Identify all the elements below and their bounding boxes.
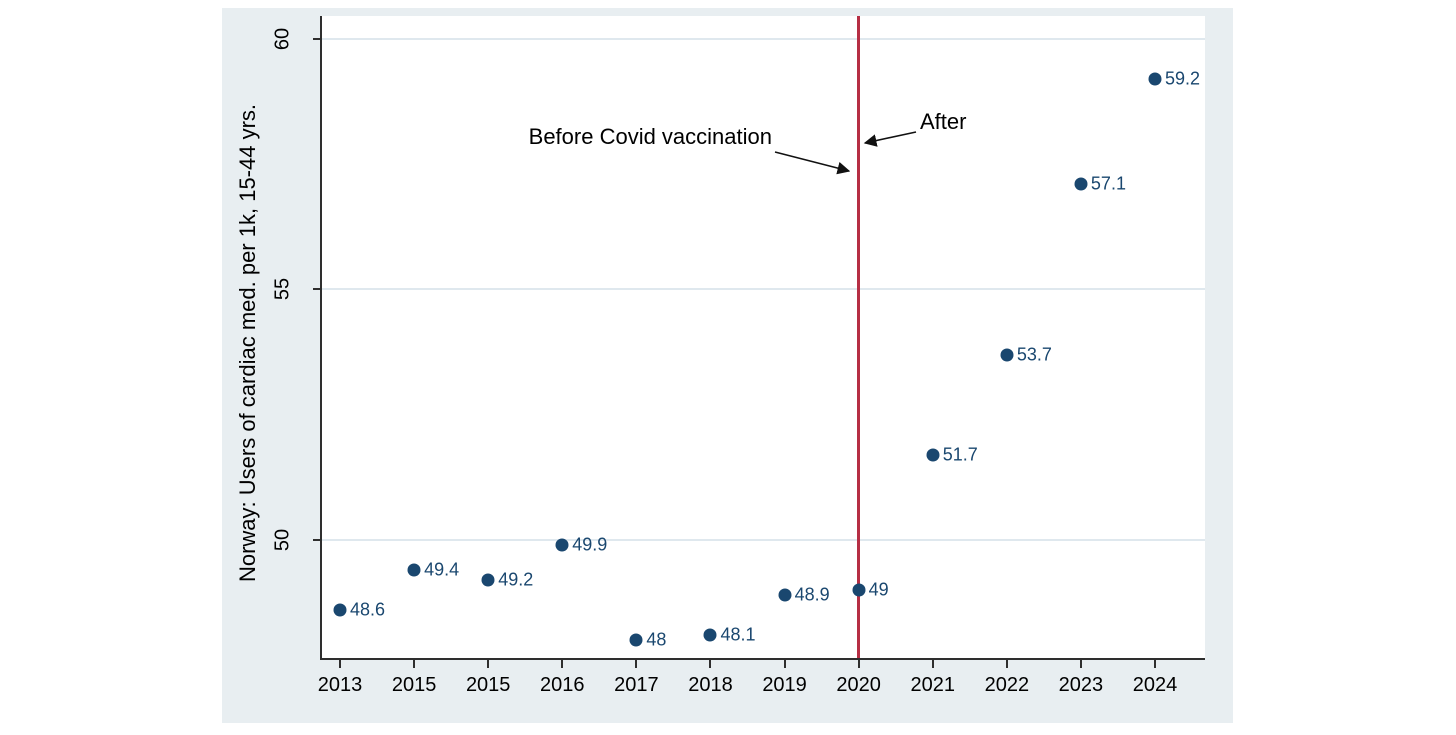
data-point-label: 48.6 [350,599,386,620]
data-point-2024 [1148,72,1162,86]
y-tick-mark [313,37,321,40]
x-tick-label: 2015 [391,674,437,696]
y-axis-line [320,16,322,660]
y-tick-label: 60 [271,27,294,50]
gridline-y-55 [322,288,1205,291]
annotation-after: After [920,109,967,134]
x-tick-mark [339,660,341,668]
data-point-2013 [333,603,347,617]
y-tick-mark [313,539,321,542]
data-point-label: 57.1 [1090,173,1126,194]
data-point-label: 53.7 [1016,344,1052,365]
data-point-label: 49.4 [424,559,460,580]
x-tick-label: 2019 [762,674,807,696]
data-point-2023 [1074,177,1088,191]
data-point-2018 [703,628,717,642]
x-tick-mark [1079,660,1082,668]
x-tick-mark [561,660,564,668]
x-tick-mark [413,660,416,668]
x-tick-label: 2016 [540,674,585,696]
data-point-label: 48.1 [720,624,756,645]
x-tick-label: 2018 [688,674,733,696]
x-tick-mark [783,660,786,668]
data-point-2015 [407,563,421,577]
x-tick-mark [931,660,934,668]
x-tick-label: 2022 [984,674,1030,696]
x-tick-label: 2015 [465,674,511,696]
x-tick-mark [1154,660,1157,668]
after-arrow [863,131,917,147]
x-tick-mark [635,660,638,668]
x-tick-mark [487,660,490,668]
data-point-label: 48 [646,629,667,650]
data-point-label: 59.2 [1165,68,1201,89]
data-point-2020 [852,583,866,597]
x-tick-label: 2021 [910,674,955,696]
data-point-label: 48.9 [794,584,830,605]
data-point-2022 [1000,348,1014,362]
x-tick-mark [1005,660,1008,668]
x-tick-label: 2020 [836,674,881,696]
y-tick-mark [313,288,321,291]
x-tick-label: 2013 [317,674,363,696]
gridline-y-60 [322,37,1205,40]
data-point-label: 49.2 [498,569,534,590]
data-point-2019 [778,588,792,602]
y-tick-label: 55 [271,278,294,301]
annotation-before-covid-vaccination: Before Covid vaccination [528,124,772,149]
y-tick-label: 50 [271,529,294,552]
gridline-y-50 [322,539,1205,542]
data-point-label: 51.7 [942,444,978,465]
data-point-label: 49 [868,579,889,600]
data-point-2017 [629,633,643,647]
data-point-2021 [926,448,940,462]
plot-area: Before Covid vaccination After 48.6 49.4 4… [322,16,1205,658]
x-tick-label: 2024 [1132,674,1178,696]
data-point-label: 49.9 [572,534,608,555]
x-axis-line [320,658,1205,660]
data-point-2016 [555,538,569,552]
x-tick-mark [857,660,860,668]
x-tick-label: 2017 [614,674,659,696]
covid-vaccination-reference-line [857,16,861,658]
x-tick-mark [709,660,712,668]
chart-figure: Norway: Users of cardiac med. per 1k, 15… [222,8,1233,723]
before-arrow [774,151,851,175]
x-tick-label: 2023 [1058,674,1104,696]
data-point-2015 [481,573,495,587]
y-axis-title: Norway: Users of cardiac med. per 1k, 15… [235,103,260,583]
